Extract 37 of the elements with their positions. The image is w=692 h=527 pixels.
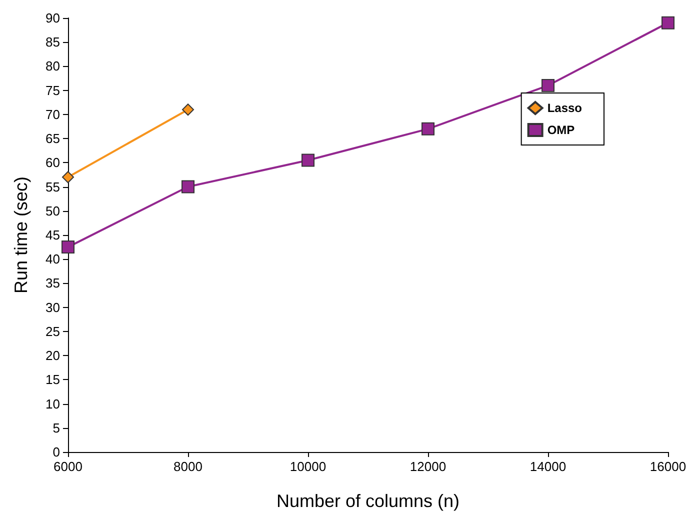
- y-tick-label: 0: [52, 444, 60, 460]
- y-tick-label: 40: [46, 252, 60, 267]
- y-tick-label: 50: [46, 203, 60, 218]
- point: [182, 180, 194, 194]
- y-tick-label: 75: [46, 82, 60, 98]
- y-tick-label: 70: [46, 106, 60, 122]
- y-tick-label: 60: [46, 155, 60, 170]
- legend-label: OMP: [547, 123, 575, 137]
- y-tick-label: 5: [52, 420, 60, 436]
- y-tick-label: 10: [46, 396, 60, 412]
- y-tick-label: 85: [46, 34, 60, 50]
- y-tick-label: 65: [46, 131, 60, 146]
- y-tick-label: 15: [46, 372, 60, 388]
- point: [302, 154, 314, 167]
- x-tick-label: 6000: [54, 459, 82, 474]
- y-tick-label: 20: [46, 348, 60, 364]
- y-tick-label: 25: [46, 324, 60, 339]
- legend-label: Lasso: [547, 101, 582, 115]
- y-tick-label: 80: [46, 58, 60, 74]
- point: [422, 122, 434, 136]
- y-tick-label: 30: [46, 300, 60, 315]
- x-tick-label: 10000: [290, 459, 326, 474]
- y-tick-label: 35: [46, 276, 60, 291]
- x-tick-label: 8000: [174, 459, 202, 474]
- y-axis-title: Run time (sec): [11, 176, 31, 294]
- point: [182, 104, 194, 116]
- point: [62, 171, 74, 184]
- y-tick-label: 45: [46, 228, 60, 242]
- y-tick-label: 90: [46, 10, 60, 26]
- point: [62, 240, 74, 254]
- point: [662, 16, 674, 30]
- x-tick-label: 16000: [650, 459, 686, 474]
- x-axis-title: Number of columns (n): [276, 491, 460, 511]
- y-tick-label: 55: [46, 179, 60, 194]
- x-tick-label: 14000: [530, 459, 566, 474]
- x-tick-label: 12000: [410, 459, 446, 474]
- point: [542, 79, 554, 92]
